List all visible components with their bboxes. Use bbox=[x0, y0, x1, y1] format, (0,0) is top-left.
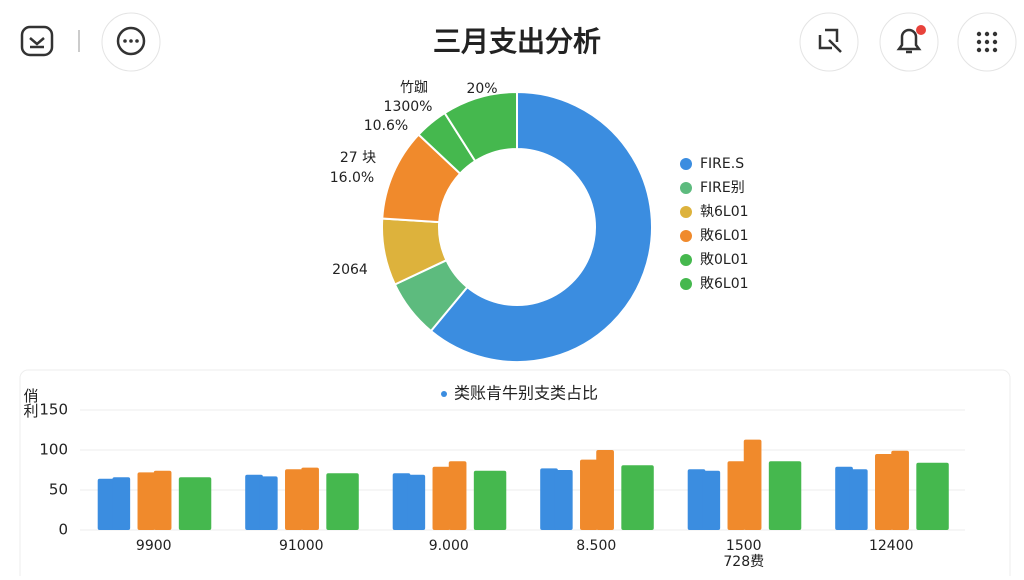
legend-label: 敗0L01 bbox=[700, 252, 749, 268]
x-tick-label: 12400 bbox=[869, 538, 914, 554]
bar bbox=[473, 470, 507, 530]
bar bbox=[326, 473, 359, 530]
bar-chart-title: 类账肯牛别支类占比 bbox=[454, 384, 598, 403]
y-axis-label: 俏利 bbox=[22, 388, 40, 418]
bar bbox=[153, 470, 172, 530]
legend-swatch bbox=[680, 158, 692, 170]
bar bbox=[97, 478, 116, 530]
inbox-button[interactable] bbox=[20, 25, 54, 57]
bar bbox=[392, 473, 411, 530]
bar bbox=[835, 466, 853, 530]
bar bbox=[702, 470, 721, 530]
legend-swatch bbox=[680, 206, 692, 218]
legend-label: 執6L01 bbox=[700, 204, 749, 220]
bar bbox=[432, 466, 451, 530]
bar bbox=[596, 450, 614, 530]
bar bbox=[301, 467, 319, 530]
slice-label: 1300% bbox=[384, 99, 433, 115]
slice-label: 27 块 bbox=[340, 150, 376, 166]
bar bbox=[540, 468, 558, 530]
legend-swatch bbox=[680, 254, 692, 266]
page-title: 三月支出分析 bbox=[433, 25, 601, 58]
bar bbox=[849, 469, 868, 530]
bar bbox=[259, 476, 278, 530]
donut-slice bbox=[443, 90, 518, 163]
x-tick-label: 91000 bbox=[279, 538, 324, 554]
bar bbox=[687, 469, 706, 530]
bar bbox=[448, 461, 467, 530]
bar bbox=[768, 461, 802, 530]
chat-button[interactable] bbox=[101, 12, 161, 72]
legend-swatch bbox=[680, 278, 692, 290]
x-tick-label: 8.500 bbox=[576, 538, 616, 554]
slice-label: 20% bbox=[466, 81, 497, 97]
share-button[interactable] bbox=[799, 12, 859, 72]
bar bbox=[580, 459, 598, 530]
bar bbox=[178, 477, 212, 530]
bar bbox=[875, 454, 893, 530]
y-tick-label: 100 bbox=[39, 441, 68, 459]
bar bbox=[891, 450, 909, 530]
bar bbox=[407, 474, 426, 530]
toolbar-left bbox=[20, 12, 161, 72]
title-dot bbox=[441, 391, 447, 397]
bar bbox=[112, 477, 131, 530]
bar bbox=[743, 439, 762, 530]
x-tick-label: 9900 bbox=[136, 538, 172, 554]
legend-label: 敗6L01 bbox=[700, 228, 749, 244]
bar bbox=[137, 472, 156, 530]
legend-swatch bbox=[680, 182, 692, 194]
bar bbox=[727, 461, 746, 530]
notification-button[interactable] bbox=[879, 12, 939, 72]
bar bbox=[621, 465, 654, 530]
y-tick-label: 50 bbox=[49, 481, 68, 499]
bar bbox=[554, 470, 573, 530]
legend-label: FIRE.S bbox=[700, 156, 744, 172]
legend-label: 敗6L01 bbox=[700, 276, 749, 292]
legend-swatch bbox=[680, 230, 692, 242]
apps-button[interactable] bbox=[957, 12, 1017, 72]
donut-slice bbox=[429, 90, 653, 363]
slice-label: 16.0% bbox=[330, 170, 374, 186]
x-tick-sublabel: 728费 bbox=[723, 554, 764, 570]
slice-label: 2064 bbox=[332, 262, 368, 278]
bar bbox=[245, 474, 263, 530]
legend-label: FIRE别 bbox=[700, 180, 745, 196]
bar bbox=[285, 469, 303, 530]
x-tick-label: 9.000 bbox=[429, 538, 469, 554]
y-tick-label: 0 bbox=[58, 521, 68, 539]
bar bbox=[916, 462, 949, 530]
toolbar-right bbox=[799, 12, 1017, 72]
y-tick-label: 150 bbox=[39, 401, 68, 419]
slice-label: 10.6% bbox=[364, 118, 408, 134]
slice-label: 竹跏 bbox=[400, 79, 428, 96]
x-tick-label: 1500 bbox=[726, 538, 762, 554]
